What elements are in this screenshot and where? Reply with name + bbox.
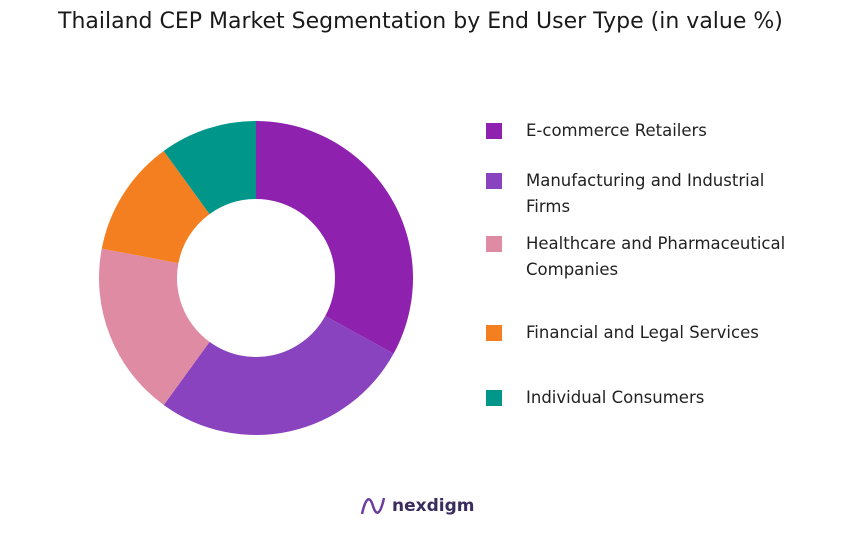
legend-swatch — [486, 123, 502, 139]
legend-label: E-commerce Retailers — [526, 121, 707, 140]
chart — [99, 121, 413, 435]
legend-swatch — [486, 236, 502, 252]
legend-item: Financial and Legal Services — [486, 320, 786, 346]
donut-slice — [256, 121, 413, 354]
legend-item: E-commerce Retailers — [486, 118, 786, 144]
legend-item: Manufacturing and Industrial Firms — [486, 168, 786, 220]
legend-swatch — [486, 390, 502, 406]
donut-slice — [163, 121, 256, 215]
legend-item: Individual Consumers — [486, 385, 786, 411]
donut-slice — [163, 316, 394, 435]
legend-label: Individual Consumers — [526, 388, 705, 407]
donut-slice — [99, 248, 210, 406]
legend-item: Healthcare and Pharmaceutical Companies — [486, 231, 786, 283]
legend-label: Manufacturing and Industrial Firms — [526, 171, 765, 216]
logo-icon — [360, 497, 386, 515]
legend-label: Financial and Legal Services — [526, 323, 759, 342]
legend-label: Healthcare and Pharmaceutical Companies — [526, 234, 786, 279]
legend-swatch — [486, 325, 502, 341]
logo: nexdigm — [360, 494, 474, 518]
chart-title: Thailand CEP Market Segmentation by End … — [58, 9, 783, 34]
donut-slice — [101, 150, 210, 264]
legend-swatch — [486, 173, 502, 189]
logo-mark — [360, 497, 386, 515]
logo-text: nexdigm — [392, 496, 475, 516]
